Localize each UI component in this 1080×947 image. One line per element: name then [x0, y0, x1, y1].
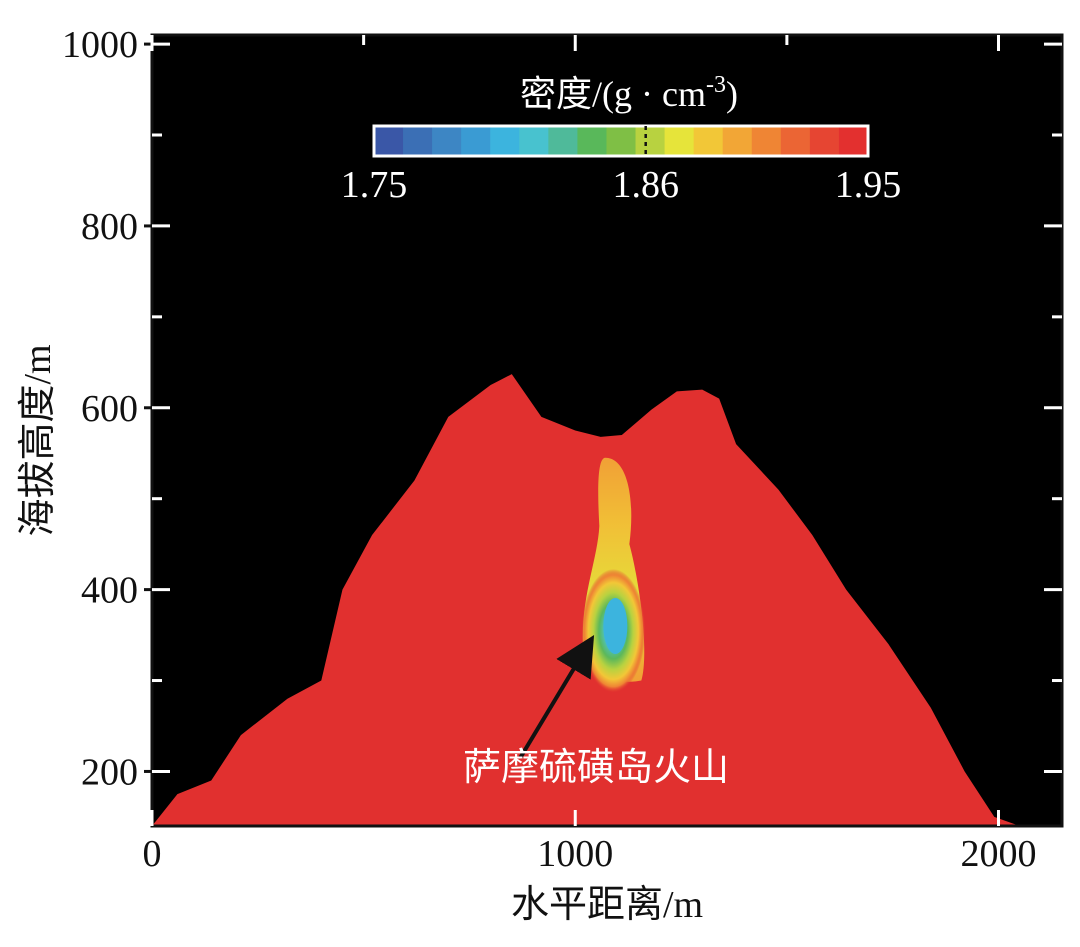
- y-tick-label: 200: [81, 751, 138, 793]
- colorbar-segment: [722, 126, 753, 156]
- x-tick-label: 1000: [537, 833, 613, 875]
- colorbar-segment: [635, 126, 666, 156]
- colorbar-segment: [693, 126, 724, 156]
- colorbar-tick-label: 1.95: [835, 164, 902, 206]
- y-tick-label: 800: [81, 206, 138, 248]
- colorbar-segment: [374, 126, 404, 156]
- colorbar-segment: [664, 126, 695, 156]
- y-tick-label: 1000: [62, 24, 138, 66]
- colorbar-segment: [606, 126, 637, 156]
- colorbar-segment: [751, 126, 782, 156]
- colorbar-frame: [372, 124, 870, 158]
- colorbar-segment: [548, 126, 579, 156]
- colorbar-tick-label: 1.75: [341, 164, 408, 206]
- colorbar-segment: [809, 126, 840, 156]
- axes-frame: [150, 33, 1064, 828]
- annotation-arrow: [518, 634, 595, 759]
- colorbar-segment: [519, 126, 549, 156]
- colorbar-tick-label: 1.86: [612, 164, 679, 206]
- colorbar-segment: [780, 126, 811, 156]
- y-tick-label: 600: [81, 388, 138, 430]
- colorbar-segment: [432, 126, 462, 156]
- colorbar-segment: [403, 126, 433, 156]
- annotation-label: 萨摩硫磺岛火山: [463, 747, 729, 789]
- colorbar-title: 密度/(g · cm-3): [520, 72, 738, 114]
- colorbar-segment: [577, 126, 608, 156]
- x-axis-label: 水平距离/m: [511, 884, 703, 926]
- colorbar-segment: [490, 126, 520, 156]
- x-tick-label: 2000: [961, 833, 1037, 875]
- colorbar-segment: [461, 126, 491, 156]
- anomaly-core: [603, 597, 628, 654]
- colorbar-segment: [838, 126, 869, 156]
- x-tick-label: 0: [143, 833, 162, 875]
- y-axis-label: 海拔高度/m: [17, 344, 59, 536]
- y-tick-label: 400: [81, 570, 138, 612]
